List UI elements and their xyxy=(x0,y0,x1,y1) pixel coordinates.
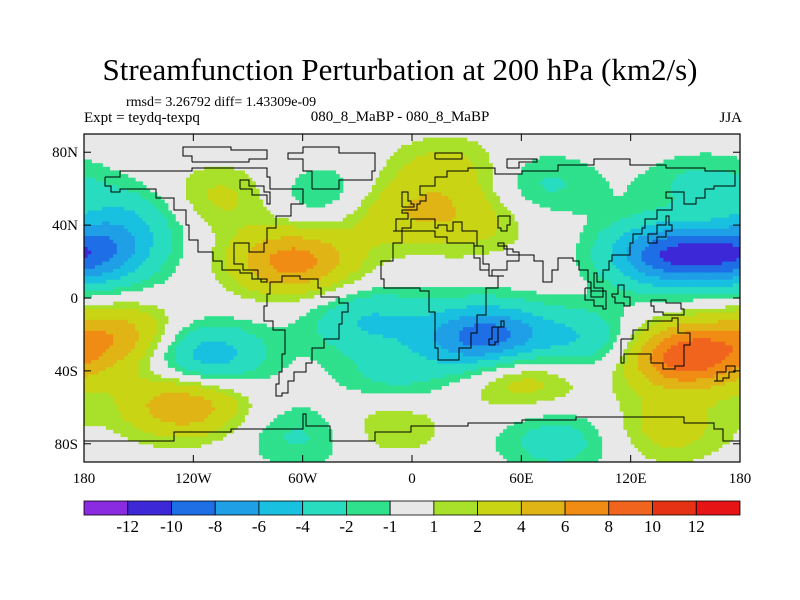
antarctica-coast xyxy=(84,413,740,442)
colorbar-swatch xyxy=(214,500,260,516)
colorbar-label: 4 xyxy=(517,517,526,536)
colorbar-swatch xyxy=(302,500,347,516)
x-tick-label: 60E xyxy=(509,471,533,487)
x-tick-label: 0 xyxy=(408,471,416,487)
colorbar: -12 -10 -8 -6 -4 -2 -1 1 2 4 6 8 10 12 xyxy=(83,500,741,536)
y-tick-label: 0 xyxy=(71,291,79,307)
colorbar-swatch xyxy=(564,500,610,516)
experiment-label: Expt = teydq-texpq xyxy=(84,110,200,126)
x-tick-label: 180 xyxy=(73,471,96,487)
colorbar-label: 1 xyxy=(430,517,439,536)
colorbar-label: -10 xyxy=(160,517,183,536)
colorbar-swatch xyxy=(695,500,741,516)
colorbar-label: -6 xyxy=(252,517,266,536)
colorbar-swatch xyxy=(171,500,216,516)
new-guinea-coast xyxy=(650,299,685,316)
north-america-coast xyxy=(104,167,304,283)
greenland-coast xyxy=(287,146,376,190)
contour-field xyxy=(84,137,740,462)
colorbar-label: 8 xyxy=(605,517,614,536)
arctic-islands-coast xyxy=(182,146,268,163)
colorbar-swatch xyxy=(608,500,653,516)
run-comparison-label: 080_8_MaBP - 080_8_MaBP xyxy=(310,109,490,125)
colorbar-swatch xyxy=(652,500,697,516)
novaya-zemlya-coast xyxy=(506,158,538,169)
colorbar-swatch xyxy=(520,500,566,516)
eurasia-coast xyxy=(393,158,736,298)
colorbar-swatch xyxy=(389,500,435,516)
colorbar-label: -1 xyxy=(383,517,397,536)
borneo-coast xyxy=(611,284,631,307)
australia-coast xyxy=(620,317,691,370)
season-label: JJA xyxy=(719,110,742,126)
x-tick-label: 60W xyxy=(288,471,318,487)
madagascar-coast xyxy=(488,320,505,346)
axis-ticks: 180 120W 60W 0 60E 120E 180 80N 40N 0 40S 80S xyxy=(52,134,751,487)
coastlines xyxy=(84,146,740,442)
colorbar-label: -2 xyxy=(339,517,353,536)
colorbar-label: 10 xyxy=(644,517,661,536)
hudson-bay-coast xyxy=(239,179,271,205)
caspian-coast xyxy=(497,215,511,232)
japan-coast xyxy=(647,215,673,244)
rmsd-diff-stats: rmsd= 3.26792 diff= 1.43309e-09 xyxy=(126,95,317,110)
chart-title: Streamfunction Perturbation at 200 hPa (… xyxy=(102,52,698,87)
x-tick-label: 120E xyxy=(615,471,647,487)
x-tick-label: 180 xyxy=(729,471,752,487)
colorbar-label: -12 xyxy=(116,517,139,536)
colorbar-label: -8 xyxy=(208,517,222,536)
x-tick-label: 120W xyxy=(175,471,213,487)
south-america-coast xyxy=(263,275,349,397)
colorbar-swatch xyxy=(345,500,391,516)
colorbar-swatch xyxy=(258,500,304,516)
new-zealand-coast xyxy=(714,365,736,382)
colorbar-swatch xyxy=(83,500,129,516)
colorbar-swatch xyxy=(127,500,172,516)
colorbar-label: 6 xyxy=(561,517,570,536)
colorbar-label: 2 xyxy=(473,517,482,536)
y-tick-label: 40S xyxy=(55,364,78,380)
y-tick-label: 40N xyxy=(52,218,78,234)
colorbar-label: -4 xyxy=(296,517,311,536)
colorbar-label: 12 xyxy=(688,517,705,536)
y-tick-label: 80S xyxy=(55,437,78,453)
svalbard-coast xyxy=(434,152,463,160)
colorbar-swatch xyxy=(477,500,522,516)
colorbar-swatch xyxy=(433,500,478,516)
britain-coast xyxy=(401,191,415,208)
y-tick-label: 80N xyxy=(52,145,78,161)
africa-coast xyxy=(380,230,504,361)
sumatra-coast xyxy=(584,287,607,310)
